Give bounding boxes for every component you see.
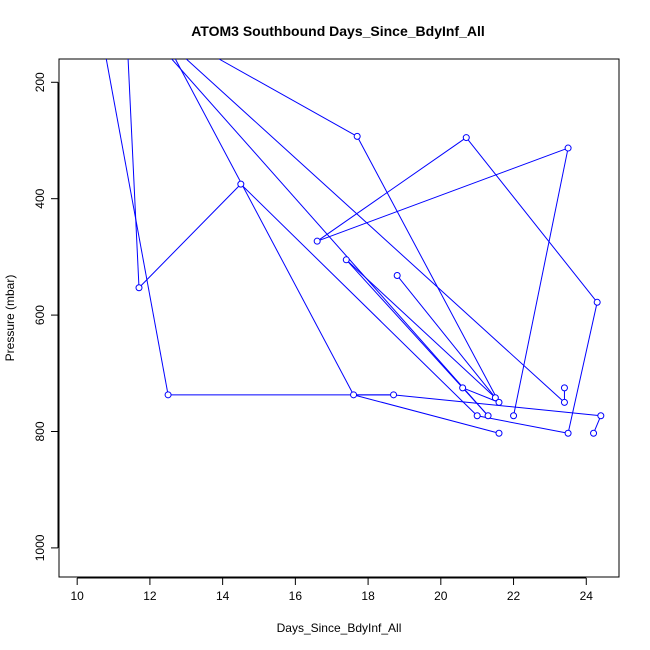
y-axis: 200 400 600 800 1000: [33, 72, 59, 561]
y-tick-label: 200: [33, 72, 47, 92]
series-line-segment: [567, 302, 598, 434]
data-point: [350, 391, 358, 399]
data-point: [484, 412, 492, 420]
data-point: [135, 284, 143, 292]
data-point: [462, 134, 470, 142]
data-point: [393, 272, 401, 280]
series-line-segment: [105, 59, 169, 395]
series-line-segment: [218, 59, 358, 137]
series-line-segment: [185, 59, 565, 403]
series-line-segment: [345, 259, 496, 399]
series-line-segment: [138, 183, 242, 289]
series-line-segment: [356, 136, 500, 403]
series-line-segment: [513, 147, 569, 416]
series-line-segment: [317, 147, 569, 242]
y-tick-label: 400: [33, 188, 47, 208]
chart-title: ATOM3 Southbound Days_Since_BdyInf_All: [191, 23, 485, 39]
y-tick-label: 800: [33, 421, 47, 441]
data-point: [564, 429, 572, 437]
y-tick-label: 600: [33, 305, 47, 325]
y-axis-label: Pressure (mbar): [3, 275, 17, 362]
series-line-segment: [465, 137, 598, 303]
x-tick-label: 20: [434, 589, 448, 603]
data-point: [313, 237, 321, 245]
data-point: [473, 412, 481, 420]
x-tick-label: 24: [580, 589, 594, 603]
x-tick-label: 12: [143, 589, 157, 603]
data-point: [593, 298, 601, 306]
data-point: [459, 384, 467, 392]
data-point: [237, 180, 245, 188]
data-point: [342, 256, 350, 264]
data-point: [164, 391, 172, 399]
series-line-segment: [171, 59, 489, 417]
data-point: [510, 412, 518, 420]
series-line-segment: [240, 183, 478, 417]
x-tick-label: 22: [507, 589, 521, 603]
x-tick-label: 10: [71, 589, 85, 603]
data-point: [495, 398, 503, 406]
series-line-segment: [345, 259, 489, 417]
data-point: [491, 394, 499, 402]
x-tick-label: 18: [361, 589, 375, 603]
series-line-segment: [396, 275, 496, 399]
y-tick-label: 1000: [33, 534, 47, 561]
data-point: [564, 144, 572, 152]
series-line-segment: [353, 394, 500, 434]
x-tick-label: 14: [216, 589, 230, 603]
data-point: [560, 398, 568, 406]
data-point: [597, 412, 605, 420]
series-line-segment: [477, 415, 569, 434]
x-axis: 10 12 14 16 18 20 22 24: [71, 577, 594, 603]
series-line-segment: [316, 137, 467, 242]
series-line-segment: [127, 59, 140, 288]
data-point: [390, 391, 398, 399]
plot-frame: [58, 58, 620, 578]
data-point: [560, 384, 568, 392]
x-axis-label: Days_Since_BdyInf_All: [277, 621, 402, 635]
data-point: [353, 132, 361, 140]
plot-layer: [105, 59, 605, 437]
series-line-segment: [174, 59, 354, 396]
data-point: [590, 429, 598, 437]
data-point: [495, 429, 503, 437]
x-tick-label: 16: [289, 589, 303, 603]
